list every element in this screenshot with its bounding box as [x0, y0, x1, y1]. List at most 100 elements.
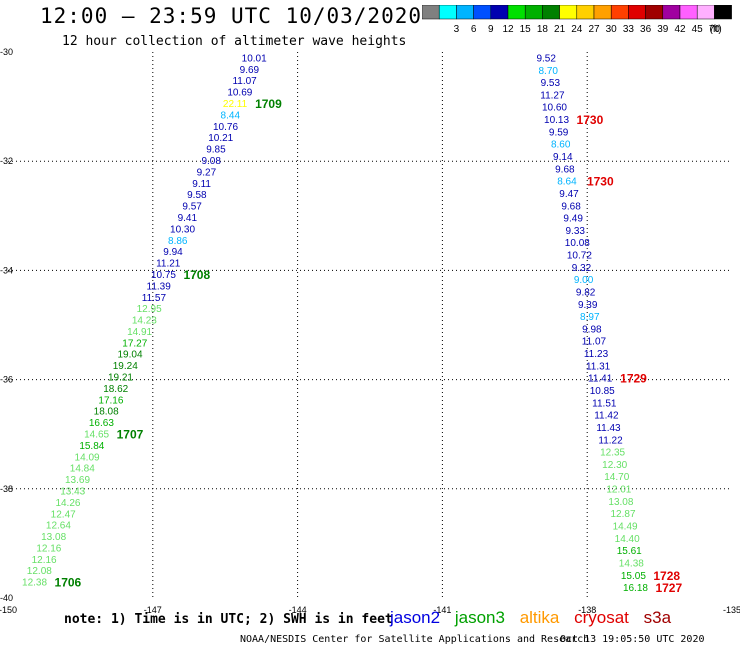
wave-height-reading: 11.41 — [588, 374, 613, 385]
wave-height-reading: 13.08 — [41, 532, 66, 543]
lon-tick-label: -138 — [578, 605, 596, 615]
wave-height-reading: 10.30 — [170, 224, 195, 235]
wave-height-reading: 10.60 — [542, 103, 567, 114]
pass-time-label: 1728 — [653, 569, 680, 583]
wave-height-reading: 16.63 — [89, 418, 114, 429]
legend-tick-label: 33 — [623, 24, 635, 35]
wave-height-reading: 14.09 — [75, 452, 100, 463]
wave-height-reading: 9.41 — [178, 213, 198, 224]
wave-height-reading: 14.26 — [55, 498, 80, 509]
pass-time-label: 1707 — [117, 427, 144, 441]
wave-height-reading: 10.21 — [208, 133, 233, 144]
legend-tick-label: 24 — [571, 24, 583, 35]
legend-tick-label: 45 — [692, 24, 704, 35]
wave-height-reading: 10.75 — [151, 270, 176, 281]
wave-height-reading: 9.39 — [578, 300, 598, 311]
wave-height-reading: 9.53 — [541, 78, 561, 89]
legend-tick-label: 6 — [471, 24, 477, 35]
lon-tick-label: -144 — [289, 605, 307, 615]
wave-height-reading: 14.38 — [619, 558, 644, 569]
wave-height-reading: 12.87 — [610, 509, 635, 520]
lat-tick-label: -36 — [0, 375, 13, 385]
color-scale-legend: 3 6 9 12 15 18 21 24 27 30 33 36 39 42 45 70(ft) — [422, 5, 732, 35]
wave-height-reading: 10.76 — [213, 122, 238, 133]
wave-height-reading: 11.51 — [592, 398, 617, 409]
wave-height-reading: 8.44 — [221, 110, 241, 121]
wave-height-reading: 14.40 — [615, 534, 640, 545]
lat-tick-label: -32 — [0, 156, 13, 166]
wave-height-reading: 11.42 — [594, 411, 619, 422]
pass-time-label: 1727 — [655, 581, 682, 595]
wave-height-reading: 10.01 — [242, 53, 267, 64]
wave-height-reading: 15.61 — [617, 546, 642, 557]
wave-height-reading: 11.31 — [586, 361, 611, 372]
wave-height-reading: 11.07 — [232, 76, 257, 87]
legend-unit: (ft) — [709, 24, 721, 35]
wave-height-reading: 15.05 — [621, 571, 646, 582]
page-title: 12:00 – 23:59 UTC 10/03/2020 — [40, 4, 423, 28]
wave-height-reading: 8.97 — [580, 312, 600, 323]
wave-height-reading: 9.68 — [555, 164, 575, 175]
wave-height-reading: 9.57 — [182, 202, 202, 213]
wave-height-reading: 12.16 — [32, 555, 57, 566]
wave-height-reading: 18.62 — [103, 384, 128, 395]
lon-tick-label: -135 — [723, 605, 740, 615]
legend-tick-label: 12 — [502, 24, 514, 35]
credit-line: NOAA/NESDIS Center for Satellite Applica… — [240, 634, 590, 645]
legend-tick-label: 21 — [554, 24, 566, 35]
wave-height-reading: 13.08 — [608, 497, 633, 508]
wave-height-reading: 9.08 — [201, 156, 221, 167]
wave-height-reading: 9.33 — [566, 226, 586, 237]
satellite-altika: altika — [519, 608, 560, 627]
legend-tick-label: 36 — [640, 24, 652, 35]
pass-time-label: 1709 — [255, 97, 282, 111]
pass-time-label: 1708 — [183, 268, 210, 282]
wave-height-reading: 18.08 — [94, 407, 119, 418]
lon-tick-label: -141 — [433, 605, 451, 615]
wave-height-reading: 9.85 — [206, 145, 226, 156]
wave-height-reading: 9.94 — [163, 247, 183, 258]
satellite-s3a: s3a — [643, 608, 672, 627]
wave-height-reading: 11.21 — [156, 259, 181, 270]
wave-height-reading: 11.27 — [540, 90, 565, 101]
wave-height-reading: 10.08 — [565, 238, 590, 249]
wave-height-reading: 14.49 — [613, 521, 638, 532]
wave-height-reading: 9.69 — [240, 65, 260, 76]
wave-height-reading: 12.01 — [606, 485, 631, 496]
wave-height-reading: 11.23 — [584, 349, 609, 360]
wave-height-reading: 12.08 — [27, 566, 52, 577]
wave-height-reading: 9.59 — [549, 127, 569, 138]
wave-height-reading: 14.65 — [84, 429, 109, 440]
legend-tick-label: 3 — [454, 24, 460, 35]
legend-tick-label: 39 — [657, 24, 669, 35]
wave-height-reading: 14.23 — [132, 316, 157, 327]
wave-height-reading: 9.32 — [572, 263, 592, 274]
wave-height-reading: 13.43 — [60, 486, 85, 497]
legend-tick-label: 70 — [709, 24, 721, 35]
wave-height-reading: 8.64 — [557, 177, 577, 188]
legend-tick-label: 18 — [537, 24, 549, 35]
wave-height-reading: 11.22 — [598, 435, 623, 446]
wave-height-reading: 19.24 — [113, 361, 138, 372]
legend-swatch — [714, 5, 732, 20]
wave-height-reading: 12.16 — [36, 543, 61, 554]
legend-tick-label: 15 — [520, 24, 532, 35]
wave-height-reading: 11.43 — [596, 423, 621, 434]
legend-tick-label: 30 — [606, 24, 618, 35]
wave-height-reading: 8.60 — [551, 140, 571, 151]
wave-height-reading: 14.70 — [604, 472, 629, 483]
wave-height-reading: 9.49 — [563, 214, 583, 225]
wave-height-reading: 10.72 — [567, 251, 592, 262]
pass-time-label: 1730 — [577, 113, 604, 127]
wave-height-reading: 12.47 — [51, 509, 76, 520]
wave-height-reading: 9.11 — [192, 179, 211, 190]
wave-height-reading: 17.16 — [98, 395, 123, 406]
wave-height-reading: 9.68 — [561, 201, 581, 212]
satellite-jason2: jason2 — [390, 608, 441, 627]
lat-tick-label: -30 — [0, 47, 13, 57]
lat-tick-label: -38 — [0, 484, 13, 494]
wave-height-reading: 9.14 — [553, 152, 573, 163]
wave-height-reading: 12.35 — [600, 448, 625, 459]
wave-height-reading: 11.57 — [142, 293, 167, 304]
